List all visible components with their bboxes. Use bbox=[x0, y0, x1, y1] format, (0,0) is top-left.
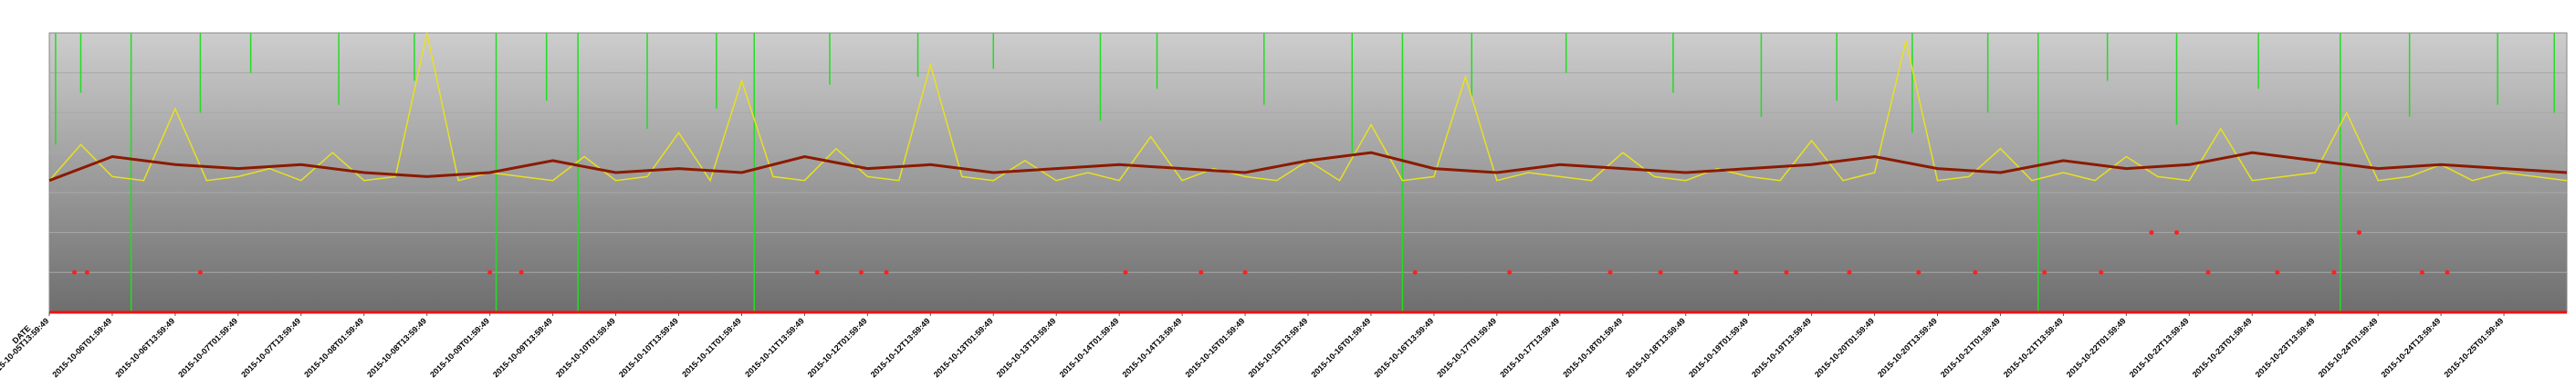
dot bbox=[2275, 269, 2280, 275]
x-tick-label: 2015-10-07T01:59:49 bbox=[176, 316, 239, 379]
dot bbox=[2149, 230, 2154, 236]
x-tick-label: 2015-10-19T01:59:49 bbox=[1687, 316, 1750, 379]
dot bbox=[814, 269, 820, 275]
x-tick-label: 2015-10-08T01:59:49 bbox=[302, 316, 365, 379]
dot bbox=[1607, 269, 1613, 275]
x-tick-label: 2015-10-15T01:59:49 bbox=[1183, 316, 1246, 379]
x-tick-label: 2015-10-23T13:59:49 bbox=[2254, 316, 2317, 379]
x-tick-label: 2015-10-10T13:59:49 bbox=[617, 316, 680, 379]
x-tick-label: 2015-10-19T13:59:49 bbox=[1750, 316, 1813, 379]
x-tick-label: 2015-10-16T13:59:49 bbox=[1372, 316, 1435, 379]
dot bbox=[2042, 269, 2047, 275]
x-tick-label: 2015-10-25T01:59:49 bbox=[2442, 316, 2505, 379]
x-tick-label: 2015-10-17T13:59:49 bbox=[1498, 316, 1561, 379]
x-tick-label: 2015-10-22T01:59:49 bbox=[2065, 316, 2128, 379]
dot bbox=[2174, 230, 2180, 236]
dot bbox=[1733, 269, 1739, 275]
dot bbox=[2356, 230, 2361, 236]
dot bbox=[2445, 269, 2450, 275]
x-tick-label: 2015-10-09T01:59:49 bbox=[428, 316, 491, 379]
x-tick-label: 2015-10-17T01:59:49 bbox=[1435, 316, 1498, 379]
dot bbox=[1507, 269, 1513, 275]
x-tick-label: 2015-10-20T13:59:49 bbox=[1876, 316, 1939, 379]
x-tick-label: 2015-10-18T01:59:49 bbox=[1561, 316, 1624, 379]
dot bbox=[2419, 269, 2424, 275]
x-tick-label: 2015-10-21T01:59:49 bbox=[1939, 316, 2002, 379]
x-tick-label: 2015-10-12T01:59:49 bbox=[806, 316, 869, 379]
x-tick-label: 2015-10-06T13:59:49 bbox=[113, 316, 176, 379]
x-tick-label: 2015-10-18T13:59:49 bbox=[1624, 316, 1687, 379]
x-tick-label: 2015-10-13T13:59:49 bbox=[995, 316, 1058, 379]
dot bbox=[1199, 269, 1204, 275]
dot bbox=[487, 269, 493, 275]
dot bbox=[2331, 269, 2337, 275]
dot bbox=[1847, 269, 1852, 275]
dot bbox=[858, 269, 864, 275]
x-tick-label: 2015-10-13T01:59:49 bbox=[932, 316, 995, 379]
dot bbox=[72, 269, 78, 275]
x-tick-label: 2015-10-15T13:59:49 bbox=[1246, 316, 1309, 379]
x-tick-label: 2015-10-10T01:59:49 bbox=[554, 316, 617, 379]
dot bbox=[84, 269, 89, 275]
x-tick-label: 2015-10-11T13:59:49 bbox=[743, 316, 806, 379]
x-tick-label: 2015-10-23T01:59:49 bbox=[2191, 316, 2254, 379]
dot bbox=[518, 269, 524, 275]
dot bbox=[1973, 269, 1978, 275]
dot bbox=[2099, 269, 2104, 275]
x-tick-label: 2015-10-12T13:59:49 bbox=[869, 316, 932, 379]
x-tick-label: 2015-10-24T13:59:49 bbox=[2380, 316, 2443, 379]
x-tick-label: 2015-10-09T13:59:49 bbox=[491, 316, 554, 379]
x-tick-label: 2015-10-11T01:59:49 bbox=[680, 316, 743, 379]
dot bbox=[1242, 269, 1248, 275]
x-tick-label: 2015-10-08T13:59:49 bbox=[365, 316, 428, 379]
dot bbox=[1784, 269, 1789, 275]
x-tick-label: 2015-10-20T01:59:49 bbox=[1813, 316, 1876, 379]
x-tick-label: 2015-10-14T01:59:49 bbox=[1058, 316, 1121, 379]
plot-area bbox=[48, 32, 2568, 313]
series-line bbox=[48, 151, 2568, 183]
dot bbox=[1412, 269, 1418, 275]
x-tick-label: 2015-10-14T13:59:49 bbox=[1121, 316, 1184, 379]
x-tick-label: 2015-10-21T13:59:49 bbox=[2002, 316, 2065, 379]
x-tick-label: 2015-10-06T01:59:49 bbox=[50, 316, 113, 379]
x-tick-label: 2015-10-24T01:59:49 bbox=[2317, 316, 2380, 379]
x-tick-label: 2015-10-07T13:59:49 bbox=[239, 316, 302, 379]
dot bbox=[884, 269, 889, 275]
dot bbox=[1658, 269, 1663, 275]
dot bbox=[1916, 269, 1922, 275]
dot bbox=[2205, 269, 2211, 275]
dot bbox=[197, 269, 203, 275]
x-tick-label: 2015-10-22T13:59:49 bbox=[2128, 316, 2191, 379]
dot bbox=[1123, 269, 1128, 275]
x-tick-label: 2015-10-16T01:59:49 bbox=[1309, 316, 1372, 379]
